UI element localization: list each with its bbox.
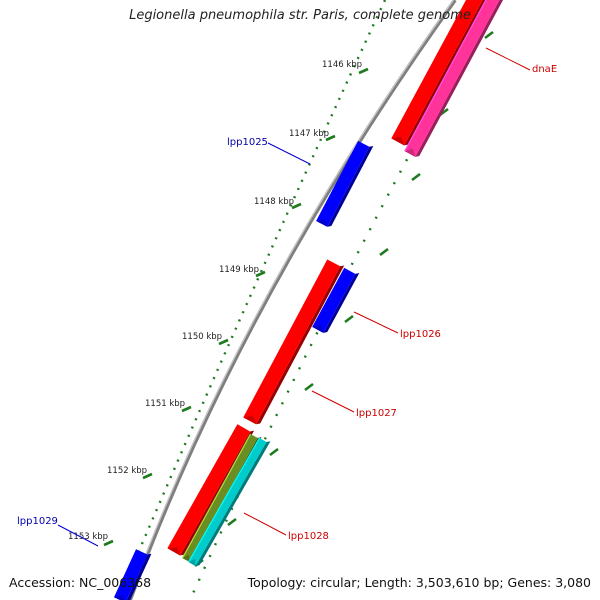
gene-arrow-highlight [243, 259, 329, 418]
tick-mark [344, 314, 354, 324]
gene-arrow-highlight [312, 267, 346, 328]
tick-label: 1151 kbp [145, 399, 185, 409]
gene-arrow-lpp1025[interactable] [316, 140, 374, 227]
tick-mark [269, 447, 279, 457]
gene-arrow-face [391, 0, 483, 146]
tick-mark [103, 539, 114, 547]
gene-arrow-lpp1029[interactable] [114, 549, 152, 600]
gene-arrow-highlight [167, 424, 239, 549]
tick-label: 1152 kbp [107, 466, 147, 476]
gene-arrow-highlight [181, 433, 252, 559]
genes-layer [114, 0, 508, 600]
gene-arrow-face [167, 424, 251, 556]
gene-arrow-side [126, 553, 152, 600]
callout-line [353, 311, 399, 334]
gene-arrow[interactable] [404, 0, 508, 157]
tick-mark [255, 270, 266, 278]
callout-line [311, 390, 355, 413]
tick-label: 1147 kbp [289, 129, 329, 139]
gene-arrow-face [114, 549, 148, 600]
tick-mark [358, 67, 369, 75]
gene-arrow-cap [316, 218, 328, 227]
gene-label-lpp1025[interactable]: lpp1025 [227, 137, 268, 148]
gene-arrow-cap [404, 148, 416, 157]
callout-line [243, 512, 287, 536]
tick-mark [291, 202, 302, 210]
gene-arrow-cap [182, 554, 190, 562]
gene-arrow-highlight [316, 140, 360, 222]
tick-mark [181, 405, 192, 413]
tick-mark [218, 338, 229, 346]
gene-label-lpp1026[interactable]: lpp1026 [400, 329, 441, 340]
gene-arrow-cap [167, 546, 181, 556]
tick-mark [484, 30, 494, 40]
gene-arrow-side [415, 0, 504, 157]
gene-arrow-lpp1027[interactable] [243, 259, 345, 425]
callout-line [485, 47, 531, 71]
gene-arrow-side [323, 273, 360, 333]
gene-arrow-side [327, 145, 374, 227]
gene-arrow-cap [114, 594, 125, 600]
genome-backbone [128, 0, 457, 600]
gene-arrow-face [312, 268, 356, 333]
callout-line [57, 524, 99, 547]
gene-arrow-side [195, 441, 271, 566]
gene-arrow-side [256, 265, 345, 425]
gene-arrow-face [182, 434, 258, 562]
callout-line [267, 142, 311, 165]
tick-label: 1146 kbp [322, 60, 362, 70]
gene-arrow-highlight [391, 0, 468, 139]
tick-mark [304, 382, 314, 392]
gene-arrow-side [404, 0, 487, 146]
accession-label: Accession: NC_006368 [9, 575, 152, 590]
tick-label: 1153 kbp [68, 532, 108, 542]
genome-backbone-highlight [127, 0, 454, 600]
ticks-layer: 1146 kbp 1147 kbp 1148 kbp 1149 kbp 1150 kbp… [68, 30, 494, 568]
gene-arrow-cap [391, 136, 405, 146]
ruler-dots [116, 0, 497, 600]
gene-arrow-cap [243, 415, 257, 425]
gene-arrow-highlight [404, 0, 487, 152]
genome-summary: Topology: circular; Length: 3,503,610 bp… [247, 575, 591, 590]
tick-mark [227, 517, 237, 527]
map-title: Legionella pneumophila str. Paris, compl… [129, 8, 471, 23]
gene-arrow-face [404, 0, 500, 157]
tick-mark [325, 134, 336, 142]
inner-dotted-ruler [116, 0, 387, 600]
tick-label: 1149 kbp [219, 265, 259, 275]
gene-label-lpp1029[interactable]: lpp1029 [17, 516, 58, 527]
gene-arrow-lpp1026[interactable] [312, 267, 360, 333]
gene-arrow-highlight [114, 549, 138, 598]
gene-arrow-face [316, 141, 370, 227]
gene-label-dnaE[interactable]: dnaE [532, 64, 557, 75]
gene-label-lpp1028[interactable]: lpp1028 [288, 531, 329, 542]
tick-label: 1148 kbp [254, 197, 294, 207]
gene-arrow[interactable] [188, 437, 271, 566]
tick-label: 1150 kbp [182, 332, 222, 342]
tick-mark [142, 472, 153, 480]
gene-label-lpp1027[interactable]: lpp1027 [356, 408, 397, 419]
gene-arrow-face [243, 259, 341, 425]
gene-arrow-dnaE[interactable] [391, 0, 490, 146]
gene-arrow-highlight [188, 437, 261, 563]
callouts-layer: dnaE lpp1025 lpp1026 lpp1027 lpp1028 lpp1029 [17, 47, 557, 547]
gene-arrow-cap [312, 324, 324, 333]
tick-mark [379, 247, 389, 257]
gene-arrow-face [188, 438, 267, 566]
gene-arrow-cap [188, 558, 196, 566]
tick-mark [411, 172, 421, 182]
